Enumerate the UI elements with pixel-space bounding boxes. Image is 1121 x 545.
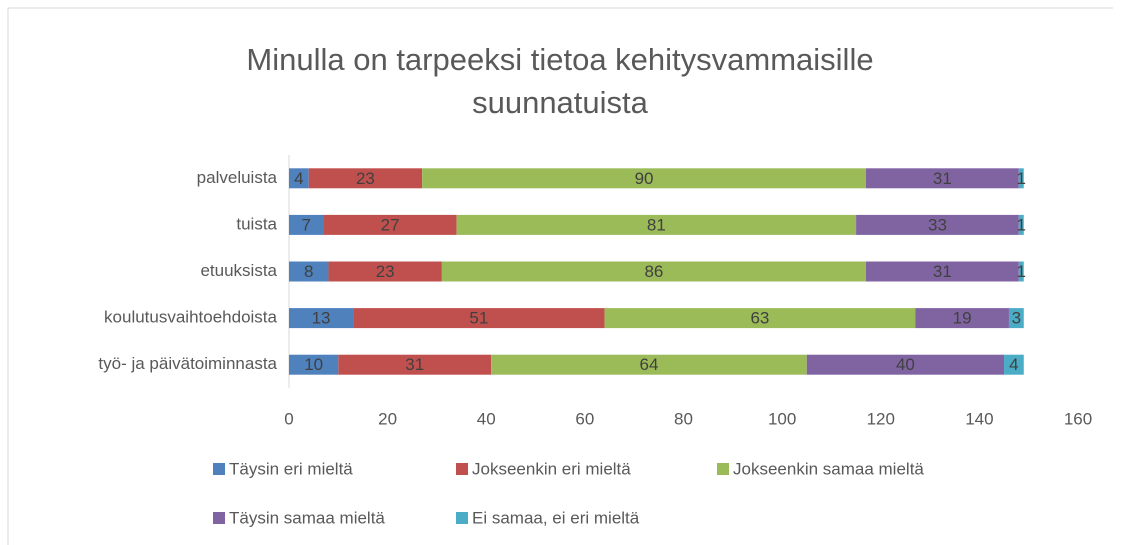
bar-segment bbox=[865, 168, 1019, 189]
data-label: 1 bbox=[1017, 169, 1026, 188]
x-tick-label: 160 bbox=[1064, 409, 1092, 428]
x-tick-label: 40 bbox=[477, 409, 496, 428]
y-tick-label: työ- ja päivätoiminnasta bbox=[98, 354, 277, 373]
legend-swatch bbox=[717, 463, 729, 475]
data-label: 63 bbox=[750, 309, 769, 328]
data-label: 10 bbox=[304, 355, 323, 374]
bar-segment bbox=[856, 214, 1019, 235]
bar-segment bbox=[491, 354, 807, 375]
data-label: 4 bbox=[1009, 355, 1018, 374]
chart-frame bbox=[7, 7, 1113, 545]
legend-swatch bbox=[456, 512, 468, 524]
data-label: 81 bbox=[647, 215, 666, 234]
legend-label: Jokseenkin eri mieltä bbox=[472, 459, 631, 478]
data-label: 27 bbox=[381, 215, 400, 234]
bar-segment bbox=[422, 168, 866, 189]
x-tick-label: 140 bbox=[965, 409, 993, 428]
bar-segment bbox=[1018, 168, 1024, 189]
legend-label: Jokseenkin samaa mieltä bbox=[733, 459, 924, 478]
legend-swatch bbox=[213, 512, 225, 524]
legend-label: Täysin samaa mieltä bbox=[229, 508, 385, 527]
bar-segment bbox=[289, 214, 324, 235]
legend-label: Ei samaa, ei eri mieltä bbox=[472, 508, 640, 527]
x-tick-label: 20 bbox=[378, 409, 397, 428]
data-label: 4 bbox=[294, 169, 303, 188]
y-tick-label: koulutusvaihtoehdoista bbox=[104, 308, 278, 327]
data-label: 40 bbox=[896, 355, 915, 374]
data-label: 19 bbox=[953, 309, 972, 328]
bar-segment bbox=[289, 354, 339, 375]
legend-swatch bbox=[456, 463, 468, 475]
legend-label: Täysin eri mieltä bbox=[229, 459, 353, 478]
data-label: 51 bbox=[469, 309, 488, 328]
chart-title: Minulla on tarpeeksi tietoa kehitysvamma… bbox=[246, 42, 874, 120]
data-label: 31 bbox=[405, 355, 424, 374]
bar-segment bbox=[1008, 308, 1024, 329]
bar-segment bbox=[328, 261, 442, 282]
x-tick-label: 60 bbox=[575, 409, 594, 428]
data-label: 64 bbox=[640, 355, 659, 374]
data-label: 31 bbox=[933, 262, 952, 281]
x-tick-label: 120 bbox=[867, 409, 895, 428]
data-label: 1 bbox=[1017, 215, 1026, 234]
bar-segment bbox=[308, 168, 423, 189]
bar-segment bbox=[338, 354, 492, 375]
y-tick-label: etuuksista bbox=[200, 261, 277, 280]
bar-segment bbox=[353, 308, 605, 329]
bar-segment bbox=[1018, 261, 1024, 282]
bar-segment bbox=[915, 308, 1009, 329]
data-label: 1 bbox=[1017, 262, 1026, 281]
data-label: 90 bbox=[635, 169, 654, 188]
bar-segment bbox=[865, 261, 1019, 282]
bar-segment bbox=[806, 354, 1005, 375]
bar-segment bbox=[456, 214, 857, 235]
x-tick-label: 100 bbox=[768, 409, 796, 428]
bar-segment bbox=[323, 214, 457, 235]
data-label: 7 bbox=[302, 215, 311, 234]
data-label: 23 bbox=[356, 169, 375, 188]
bar-segment bbox=[289, 168, 309, 189]
bar-segment bbox=[1018, 214, 1024, 235]
x-tick-label: 80 bbox=[674, 409, 693, 428]
data-label: 33 bbox=[928, 215, 947, 234]
data-label: 23 bbox=[376, 262, 395, 281]
data-label: 13 bbox=[312, 309, 331, 328]
legend-swatch bbox=[213, 463, 225, 475]
bar-segment bbox=[1004, 354, 1024, 375]
bar-segment bbox=[441, 261, 866, 282]
bar-segment bbox=[604, 308, 916, 329]
data-label: 86 bbox=[644, 262, 663, 281]
data-label: 31 bbox=[933, 169, 952, 188]
x-tick-label: 0 bbox=[284, 409, 293, 428]
bar-segment bbox=[289, 308, 354, 329]
data-label: 8 bbox=[304, 262, 313, 281]
data-label: 3 bbox=[1012, 309, 1021, 328]
y-tick-label: palveluista bbox=[197, 168, 278, 187]
bar-segment bbox=[289, 261, 329, 282]
y-tick-label: tuista bbox=[236, 214, 277, 233]
